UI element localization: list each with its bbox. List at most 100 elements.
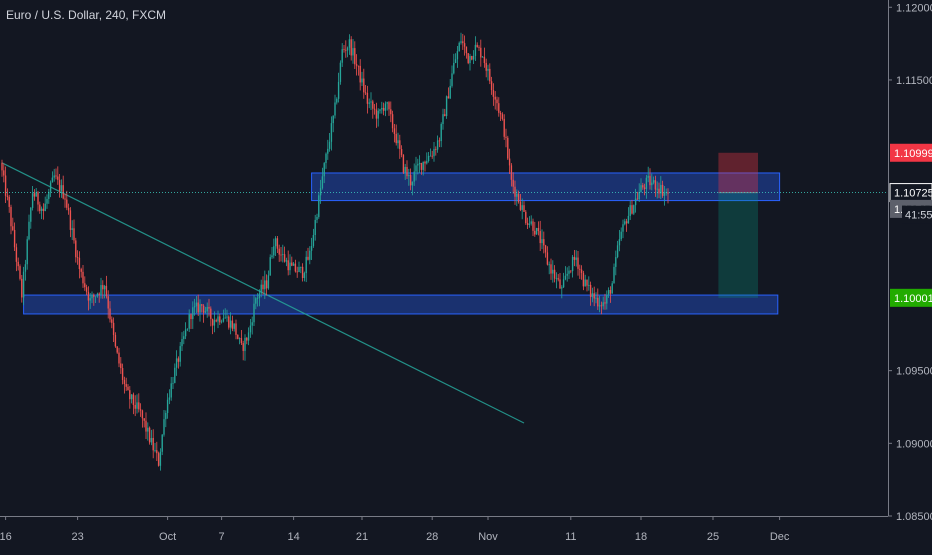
candle-body <box>519 201 522 210</box>
candle-body <box>530 221 532 224</box>
candle-body <box>584 279 586 287</box>
candle-body <box>456 51 459 60</box>
candle-body <box>163 419 165 435</box>
candle-body <box>190 314 192 319</box>
candle-body <box>607 289 610 295</box>
x-tick-label: 25 <box>707 531 719 543</box>
candle-body <box>219 316 221 323</box>
candle-body <box>381 107 383 110</box>
x-tick-label: 7 <box>219 531 225 543</box>
candle-body <box>145 420 147 432</box>
candle-body <box>154 450 156 451</box>
candle-body <box>638 192 640 200</box>
candle-body <box>422 161 424 170</box>
candle-body <box>242 343 244 351</box>
candle-body <box>82 271 84 284</box>
candle-body <box>339 62 342 82</box>
price-tag: 1.10725 <box>889 183 932 203</box>
candle-body <box>334 102 336 116</box>
candle-body <box>107 296 109 309</box>
candle-body <box>73 228 75 241</box>
candle-body <box>159 451 162 466</box>
candle-body <box>71 228 73 230</box>
candle-body <box>440 123 442 142</box>
candle-body <box>645 177 648 189</box>
price-tag: 1.10999 <box>890 143 932 162</box>
candle-body <box>627 215 630 224</box>
candle-body <box>550 264 552 274</box>
candle-body <box>352 48 354 56</box>
candle-body <box>609 289 612 294</box>
candle-body <box>499 112 502 115</box>
candle-body <box>193 306 196 308</box>
candle-body <box>445 96 448 117</box>
candle-body <box>260 284 262 294</box>
short-position-tool[interactable] <box>718 152 758 298</box>
candle-body <box>283 254 286 262</box>
candle-body <box>458 42 460 52</box>
candle-body <box>1 162 3 171</box>
candle-body <box>165 412 167 420</box>
candle-body <box>192 307 194 319</box>
candle-body <box>51 177 54 183</box>
candle-body <box>559 279 561 289</box>
candle-body <box>350 39 352 56</box>
candle-body <box>246 337 248 341</box>
candle-body <box>296 271 298 273</box>
candle-body <box>629 205 631 216</box>
candle-body <box>224 317 226 319</box>
candle-body <box>622 224 624 232</box>
candle-body <box>427 155 430 162</box>
candle-body <box>507 137 509 159</box>
candle-body <box>377 110 379 119</box>
candle-body <box>438 140 441 142</box>
candle-body <box>46 198 48 204</box>
candle-body <box>157 453 160 466</box>
candle-body <box>616 245 619 258</box>
candle-body <box>633 205 635 214</box>
candle-body <box>570 270 572 272</box>
candle-body <box>415 165 417 172</box>
y-tick-label: 1.12000 <box>896 2 932 14</box>
candle-body <box>372 101 374 109</box>
candle-body <box>384 103 387 111</box>
candle-body <box>112 322 115 335</box>
candle-body <box>566 273 568 276</box>
candle-body <box>66 199 68 208</box>
candle-body <box>60 185 63 191</box>
candle-body <box>501 114 504 119</box>
candle-body <box>238 338 241 339</box>
candle-body <box>420 162 423 170</box>
candle-body <box>571 256 574 272</box>
candle-body <box>593 293 595 299</box>
candle-body <box>300 266 302 268</box>
candle-body <box>35 192 37 197</box>
candle-body <box>543 239 545 246</box>
candle-body <box>39 204 41 211</box>
candle-body <box>58 179 61 191</box>
candle-body <box>485 62 487 71</box>
candle-body <box>161 434 163 452</box>
candle-body <box>364 92 367 94</box>
countdown-bg <box>902 205 932 224</box>
candle-body <box>346 47 349 51</box>
support-resistance-zones[interactable] <box>23 172 781 315</box>
candle-body <box>361 78 363 83</box>
candle-body <box>22 271 25 298</box>
candle-body <box>24 264 27 272</box>
candle-body <box>404 166 406 173</box>
candle-body <box>289 262 291 271</box>
candle-body <box>285 260 288 262</box>
candle-body <box>316 216 318 220</box>
candle-body <box>141 410 144 419</box>
candle-body <box>465 46 468 54</box>
candle-body <box>337 81 340 99</box>
candle-body <box>413 171 415 182</box>
x-tick-label: 11 <box>565 531 576 543</box>
candle-body <box>62 185 64 199</box>
candle-body <box>85 287 88 292</box>
candle-body <box>262 284 264 290</box>
candle-body <box>222 318 225 322</box>
